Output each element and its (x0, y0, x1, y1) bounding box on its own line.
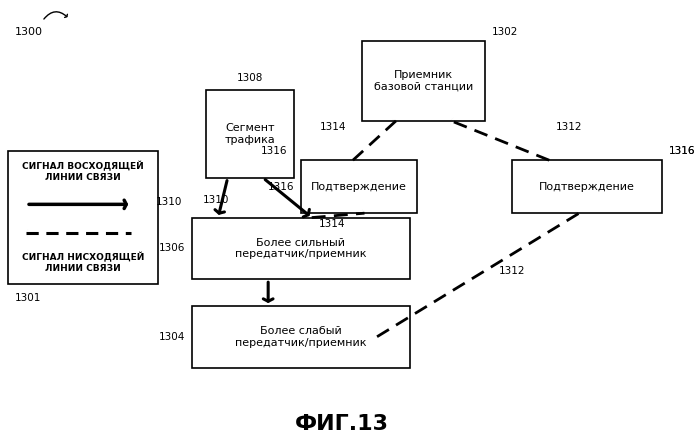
Text: 1306: 1306 (159, 243, 185, 254)
FancyBboxPatch shape (362, 41, 484, 120)
FancyBboxPatch shape (192, 306, 410, 368)
Text: 1316: 1316 (268, 182, 294, 192)
Text: 1316: 1316 (668, 146, 695, 156)
FancyBboxPatch shape (206, 90, 294, 178)
Text: СИГНАЛ ВОСХОДЯЩЕЙ
ЛИНИИ СВЯЗИ: СИГНАЛ ВОСХОДЯЩЕЙ ЛИНИИ СВЯЗИ (22, 161, 144, 182)
Text: 1312: 1312 (556, 122, 582, 132)
FancyBboxPatch shape (301, 160, 417, 213)
FancyBboxPatch shape (8, 151, 158, 284)
Text: 1316: 1316 (668, 146, 695, 156)
Text: Приемник
базовой станции: Приемник базовой станции (374, 70, 473, 91)
Text: 1300: 1300 (15, 27, 43, 37)
Text: 1312: 1312 (498, 266, 525, 276)
Text: 1302: 1302 (491, 27, 518, 37)
Text: 1308: 1308 (236, 73, 263, 83)
Text: 1316: 1316 (261, 146, 287, 156)
Text: Более слабый
передатчик/приемник: Более слабый передатчик/приемник (235, 326, 366, 348)
Text: Сегмент
трафика: Сегмент трафика (224, 123, 275, 145)
Text: 1314: 1314 (319, 122, 346, 132)
Text: 1304: 1304 (159, 332, 185, 342)
FancyBboxPatch shape (192, 218, 410, 279)
Text: СИГНАЛ НИСХОДЯЩЕЙ
ЛИНИИ СВЯЗИ: СИГНАЛ НИСХОДЯЩЕЙ ЛИНИИ СВЯЗИ (22, 252, 144, 273)
Text: 1314: 1314 (319, 219, 345, 229)
Text: 1301: 1301 (15, 293, 41, 303)
Text: ФИГ.13: ФИГ.13 (295, 414, 389, 434)
Text: Более сильный
передатчик/приемник: Более сильный передатчик/приемник (235, 238, 366, 259)
Text: 1310: 1310 (203, 195, 229, 205)
Text: 1310: 1310 (155, 197, 182, 207)
Text: Подтверждение: Подтверждение (311, 182, 407, 192)
Text: Подтверждение: Подтверждение (539, 182, 635, 192)
FancyBboxPatch shape (512, 160, 661, 213)
